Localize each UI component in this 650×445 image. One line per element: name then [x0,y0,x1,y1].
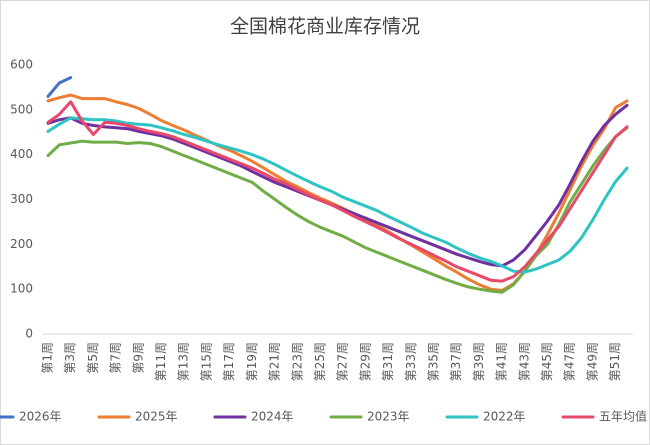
x-tick-label: 第45周 [540,342,554,381]
x-tick-label: 第49周 [585,342,599,381]
x-tick-label: 第39周 [472,342,486,381]
series-line [46,100,629,283]
x-tick-label: 第15周 [199,342,213,381]
x-tick-label: 第35周 [427,342,441,381]
x-tick-label: 第5周 [86,342,100,374]
x-tick-label: 第9周 [131,342,145,374]
y-tick-label: 300 [10,192,33,206]
series-line [46,116,629,274]
x-tick-label: 第13周 [177,342,191,381]
y-tick-label: 400 [10,147,33,161]
legend-label: 2022年 [483,410,526,424]
y-tick-label: 500 [10,102,33,116]
chart-title: 全国棉花商业库存情况 [230,16,420,38]
series-line [46,126,629,294]
x-tick-label: 第29周 [358,342,372,381]
x-tick-label: 第7周 [109,342,123,374]
y-tick-label: 100 [10,282,33,296]
series-line [46,76,73,98]
y-tick-label: 600 [10,58,33,72]
x-tick-label: 第41周 [495,342,509,381]
x-tick-label: 第11周 [154,342,168,381]
x-tick-label: 第37周 [449,342,463,381]
x-tick-label: 第1周 [41,342,55,374]
legend-label: 五年均值 [599,409,647,424]
x-tick-label: 第21周 [268,342,282,381]
legend-label: 2025年 [135,410,178,424]
x-tick-label: 第19周 [245,342,259,381]
legend-label: 2024年 [251,410,294,424]
legend-label: 2026年 [19,410,62,424]
x-tick-label: 第3周 [63,342,77,374]
legend-label: 2023年 [367,410,410,424]
x-tick-label: 第51周 [608,342,622,381]
x-tick-label: 第43周 [517,342,531,381]
x-tick-label: 第17周 [222,342,236,381]
y-tick-label: 200 [10,237,33,251]
x-tick-label: 第23周 [290,342,304,381]
x-tick-label: 第33周 [404,342,418,381]
x-tick-label: 第31周 [381,342,395,381]
x-tick-label: 第27周 [336,342,350,381]
y-tick-label: 0 [25,327,33,341]
x-tick-label: 第47周 [563,342,577,381]
x-tick-label: 第25周 [313,342,327,381]
